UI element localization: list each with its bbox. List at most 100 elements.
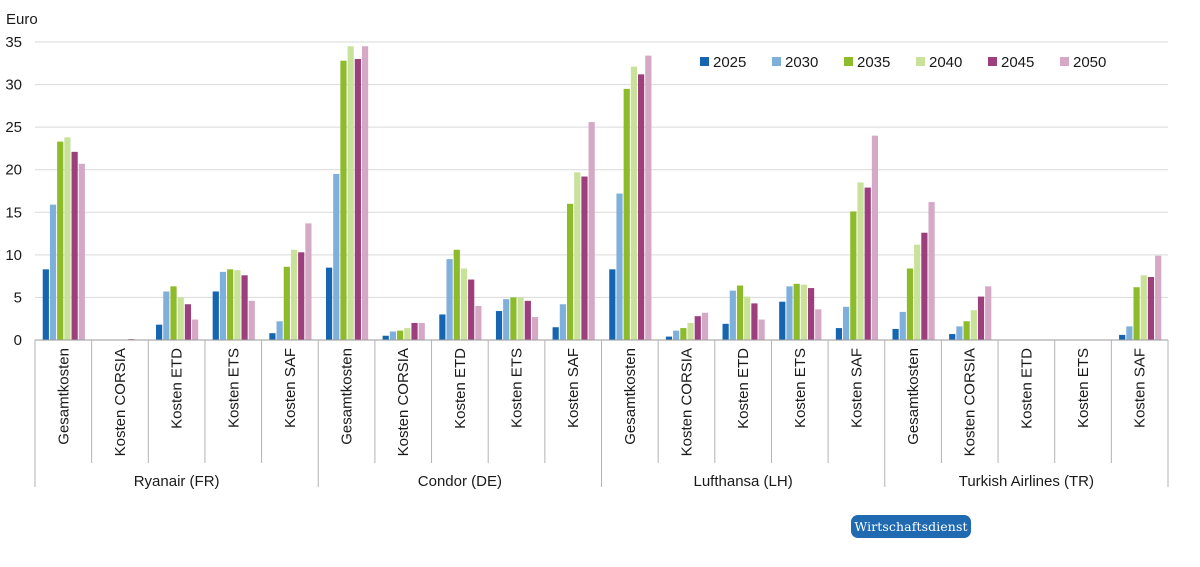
bar-2030 (1126, 326, 1133, 340)
bar-2035 (397, 330, 404, 340)
bar-2040 (517, 297, 524, 340)
bar-2025 (156, 324, 163, 340)
bar-2040 (234, 270, 241, 340)
bar-2035 (850, 211, 857, 340)
bars (42, 46, 1162, 341)
bar-2045 (524, 300, 531, 340)
bar-2040 (914, 244, 921, 340)
y-tick-label: 15 (5, 204, 22, 221)
bar-2045 (241, 275, 248, 340)
bar-2035 (680, 328, 687, 340)
bar-2035 (227, 269, 234, 340)
legend-swatch (988, 57, 997, 66)
bar-2040 (64, 137, 71, 340)
category-label: Gesamtkosten (55, 348, 72, 445)
bar-2050 (701, 312, 709, 340)
bar-2030 (786, 286, 793, 340)
legend-swatch (916, 57, 925, 66)
bar-2040 (460, 268, 468, 340)
legend-swatch (1060, 57, 1069, 66)
bar-2040 (290, 249, 298, 340)
bar-2030 (673, 330, 680, 340)
bar-2025 (325, 267, 333, 340)
bar-2030 (956, 326, 963, 340)
category-label: Kosten ETD (735, 348, 752, 429)
category-label: Gesamtkosten (622, 348, 639, 445)
bar-2035 (283, 266, 290, 340)
bar-2045 (638, 74, 645, 341)
category-label: Kosten ETD (452, 348, 469, 429)
bar-2040 (970, 310, 977, 340)
bar-2030 (446, 259, 453, 340)
y-tick-label: 0 (14, 332, 22, 349)
bar-2030 (333, 173, 340, 340)
bar-2035 (566, 203, 574, 340)
bar-2025 (552, 327, 559, 340)
bar-2030 (389, 331, 397, 340)
bar-2030 (616, 193, 623, 340)
legend-label: 2045 (1001, 54, 1034, 71)
category-label: Kosten CORSIA (395, 348, 412, 456)
bar-2025 (665, 336, 673, 340)
bar-2040 (1140, 275, 1147, 340)
group-label: Turkish Airlines (TR) (959, 473, 1094, 490)
bar-2040 (687, 322, 694, 340)
bar-2045 (71, 151, 78, 340)
bar-2050 (192, 319, 199, 340)
bar-2035 (793, 283, 800, 340)
bar-2025 (439, 314, 446, 340)
legend: 2025 2030 2035 2040 2045 2050 (700, 54, 1106, 71)
legend-swatch (772, 57, 781, 66)
bar-2045 (581, 176, 588, 340)
bar-2040 (574, 172, 581, 340)
bar-2030 (49, 204, 57, 340)
legend-label: 2025 (713, 54, 746, 71)
group-label: Condor (DE) (418, 473, 502, 490)
bar-2050 (588, 122, 595, 340)
bar-2045 (298, 252, 305, 340)
category-label: Kosten CORSIA (678, 348, 695, 456)
bar-2035 (170, 286, 177, 340)
bar-2045 (354, 59, 361, 341)
bar-2040 (857, 182, 864, 340)
bar-2050 (305, 223, 312, 340)
bar-2035 (57, 141, 64, 340)
y-axis-unit-label: Euro (6, 11, 38, 28)
category-label: Kosten SAF (1132, 348, 1149, 428)
bar-2040 (800, 284, 807, 340)
category-label: Kosten ETS (509, 348, 526, 428)
bar-2025 (892, 328, 899, 340)
category-label: Kosten SAF (565, 348, 582, 428)
bar-2045 (694, 316, 701, 340)
bar-2050 (645, 55, 652, 340)
bar-2050 (248, 300, 255, 340)
bar-2025 (1119, 334, 1126, 340)
bar-2025 (949, 334, 956, 340)
bar-2050 (985, 286, 992, 340)
bar-2040 (630, 66, 638, 340)
category-label: Kosten CORSIA (962, 348, 979, 456)
bar-2050 (928, 202, 935, 340)
bar-2035 (906, 268, 914, 340)
bar-2040 (404, 328, 411, 340)
category-label: Kosten ETD (169, 348, 186, 429)
bar-2045 (977, 296, 985, 340)
bar-2030 (729, 290, 736, 340)
bar-2045 (864, 187, 871, 340)
bar-2025 (495, 311, 503, 340)
category-label: Kosten ETS (792, 348, 809, 428)
bar-2040 (177, 297, 184, 340)
bar-2050 (361, 46, 369, 340)
category-label: Gesamtkosten (339, 348, 356, 445)
y-tick-label: 25 (5, 119, 22, 136)
bar-2035 (1133, 287, 1140, 340)
bar-2035 (736, 285, 744, 340)
bar-2025 (42, 269, 49, 340)
bar-2030 (503, 299, 510, 340)
category-label: Kosten SAF (848, 348, 865, 428)
bar-2050 (871, 135, 879, 340)
bar-2035 (963, 321, 970, 340)
bar-2050 (78, 163, 85, 340)
y-tick-label: 5 (14, 289, 22, 306)
